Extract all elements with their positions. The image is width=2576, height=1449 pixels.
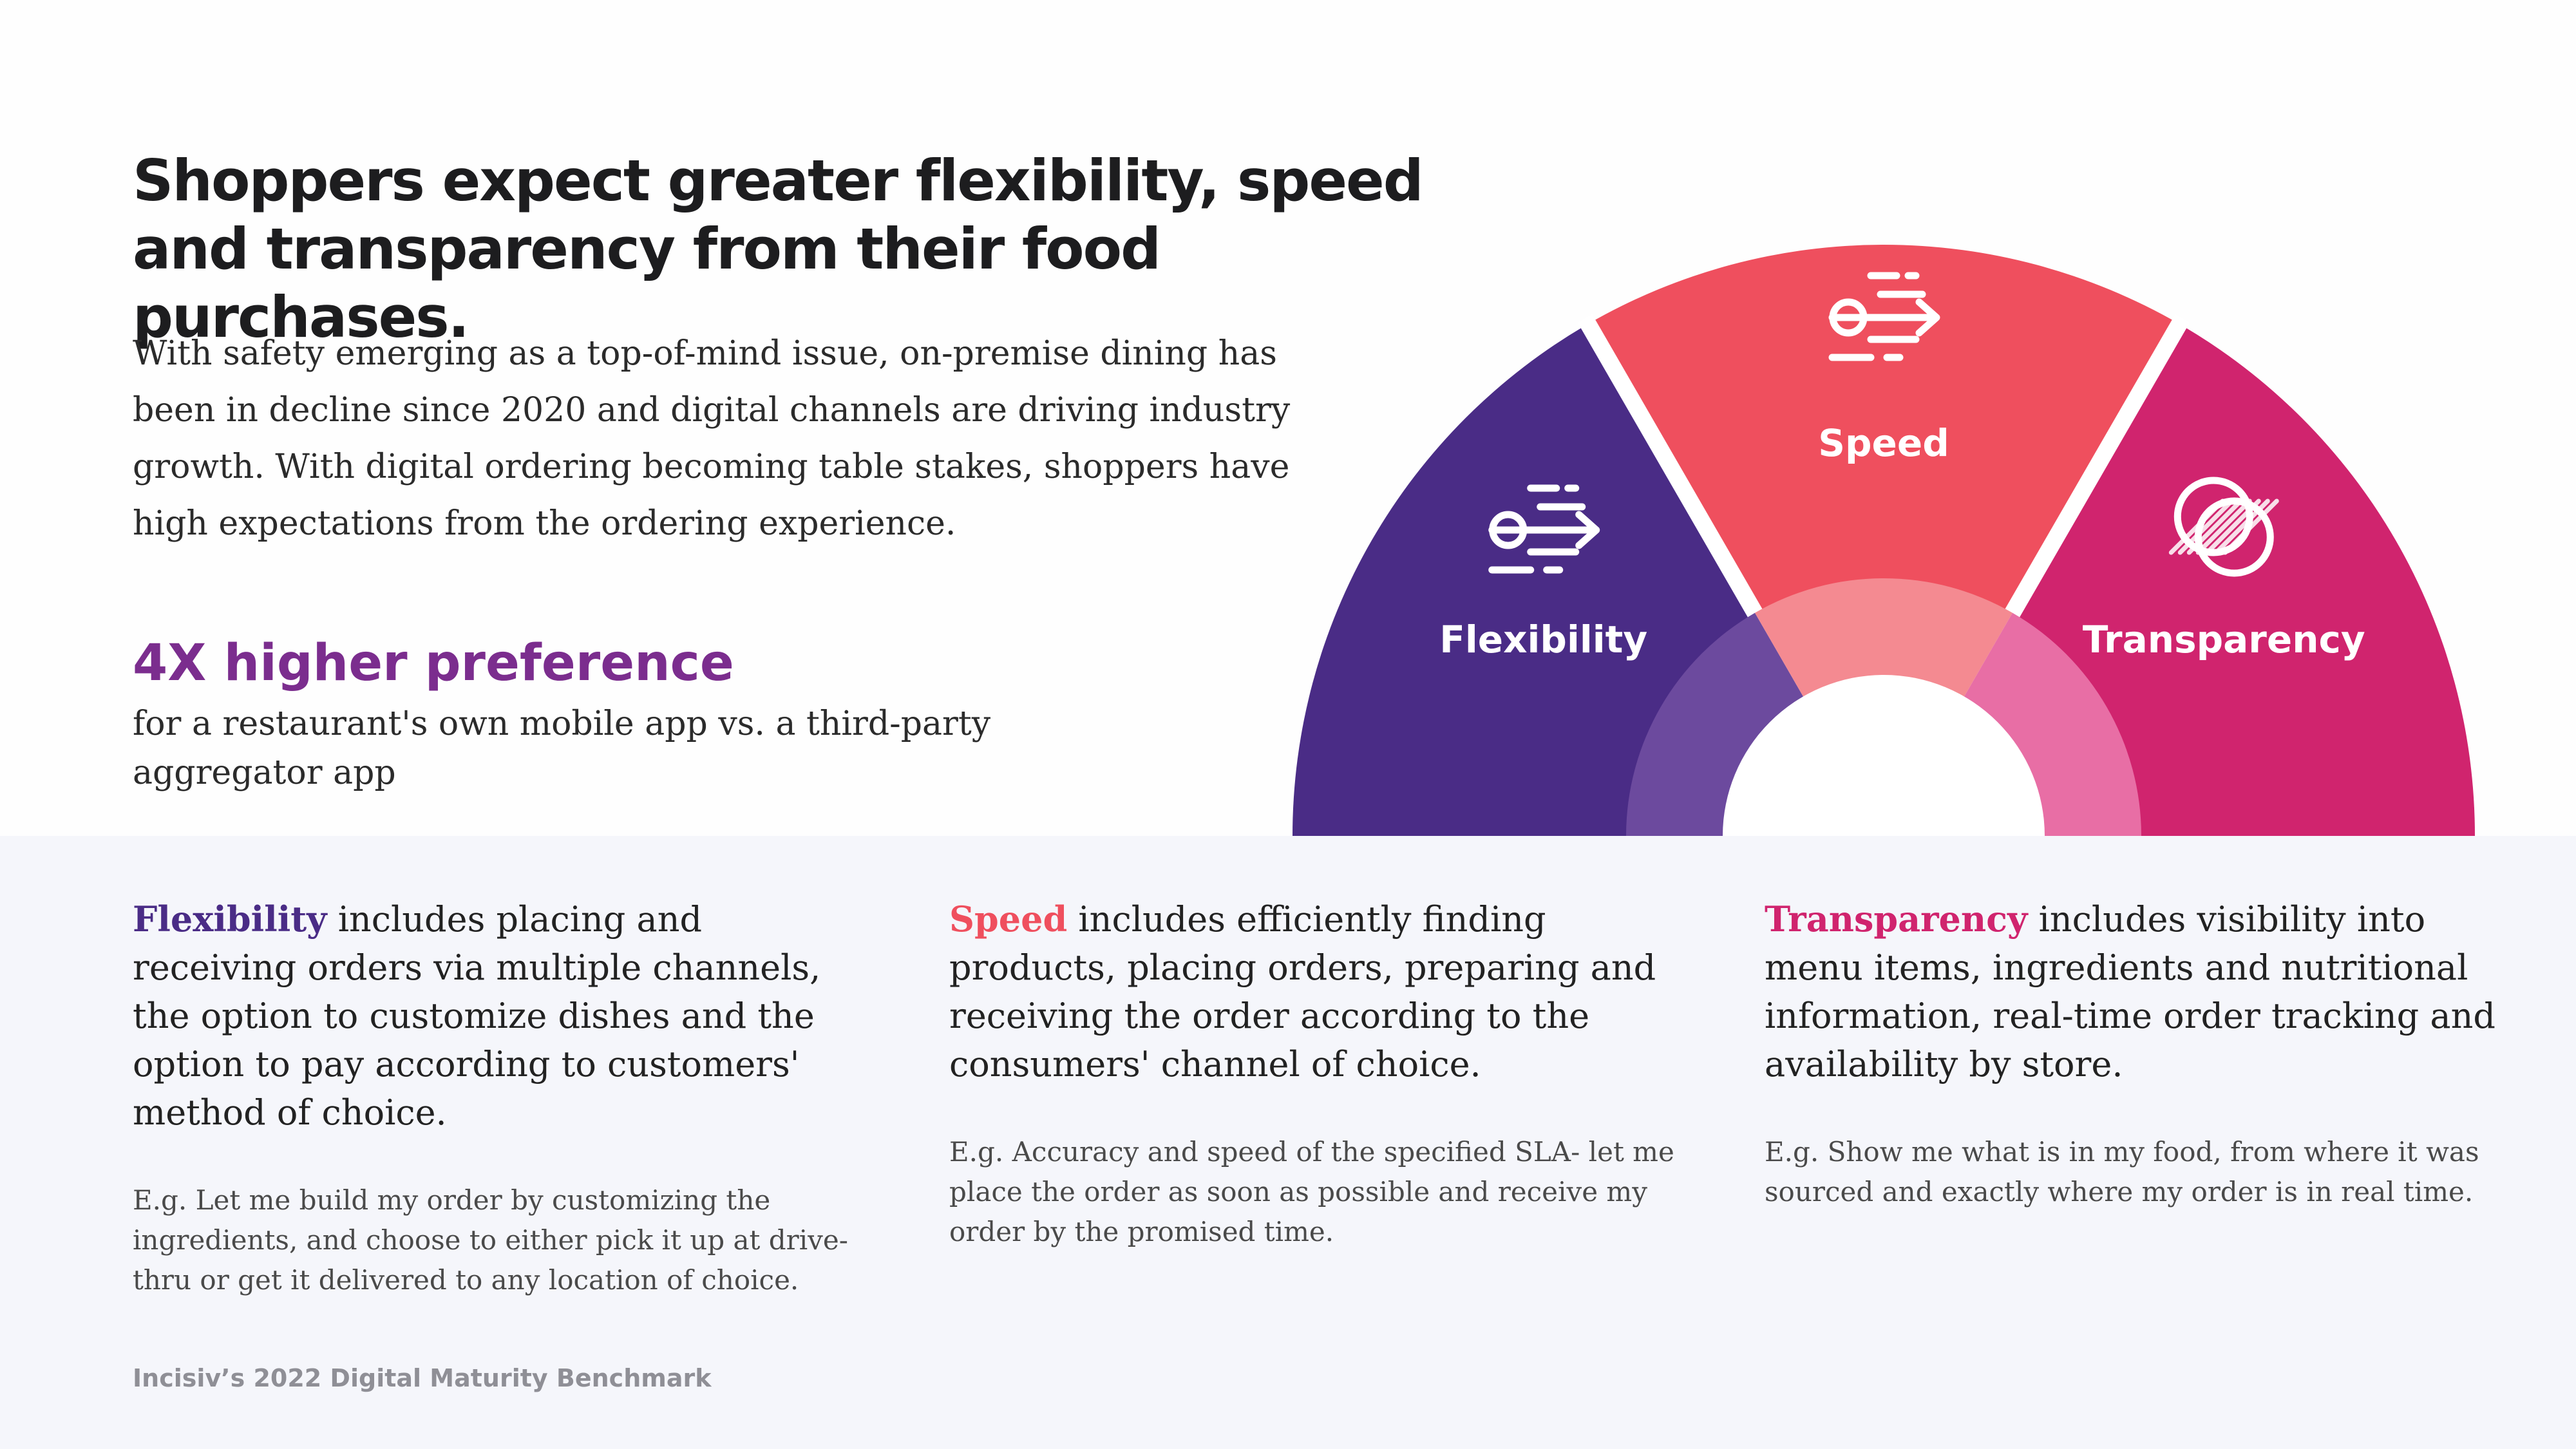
- pillar-term: Speed: [949, 898, 1068, 940]
- pillar-example: E.g. Show me what is in my food, from wh…: [1765, 1136, 2479, 1208]
- intro-paragraph: With safety emerging as a top-of-mind is…: [133, 334, 1291, 543]
- pillar-transparency: Transparency includes visibility into me…: [1765, 895, 2499, 1212]
- segment-speed: [1588, 245, 2179, 836]
- bottom-section: [0, 836, 2576, 1449]
- pillar-text: includes visibility into menu items, ing…: [1765, 899, 2496, 1084]
- page-title: Shoppers expect greater flexibility, spe…: [133, 147, 1424, 350]
- source-note: Incisiv’s 2022 Digital Maturity Benchmar…: [133, 1364, 712, 1392]
- pillar-example: E.g. Accuracy and speed of the specified…: [949, 1136, 1674, 1247]
- pillar-term: Flexibility: [133, 898, 327, 940]
- segment-label-flexibility: Flexibility: [1439, 618, 1647, 661]
- pillar-text: includes placing and receiving orders vi…: [133, 899, 821, 1133]
- pillar-term: Transparency: [1765, 898, 2028, 940]
- stat-value: 4X higher preference: [133, 634, 734, 692]
- pillar-text: includes efficiently finding products, p…: [949, 899, 1656, 1084]
- stat-label: for a restaurant's own mobile app vs. a …: [133, 705, 991, 792]
- segment-label-speed: Speed: [1818, 421, 1949, 465]
- semicircle-diagram: Flexibility Speed Transparency: [1288, 245, 2479, 836]
- diagram-center-hole: [1723, 675, 2045, 836]
- segment-label-transparency: Transparency: [2083, 618, 2365, 661]
- motion-arrow-icon: [1828, 272, 1940, 361]
- pillar-example: E.g. Let me build my order by customizin…: [133, 1184, 848, 1296]
- overlapping-circles-icon: [2168, 477, 2279, 577]
- pillar-speed: Speed includes efficiently finding produ…: [949, 895, 1683, 1252]
- motion-arrow-icon: [1488, 484, 1600, 574]
- pillar-description: Flexibility includes placing and receivi…: [133, 895, 867, 1137]
- pillar-flexibility: Flexibility includes placing and receivi…: [133, 895, 867, 1300]
- pillar-description: Speed includes efficiently finding produ…: [949, 895, 1683, 1088]
- pillar-description: Transparency includes visibility into me…: [1765, 895, 2499, 1088]
